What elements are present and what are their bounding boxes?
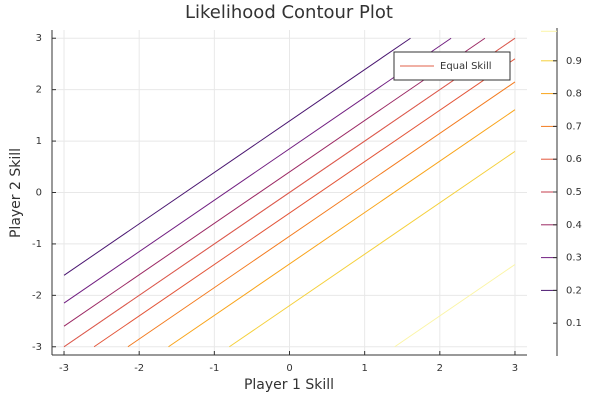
y-tick-label: 1: [36, 136, 42, 147]
colorbar-tick-label: 0.5: [566, 187, 582, 198]
colorbar-tick-label: 0.4: [566, 220, 582, 231]
contour-line: [63, 37, 486, 327]
y-tick-label: -2: [32, 290, 42, 301]
y-tick-label: 3: [36, 33, 42, 44]
legend-label: Equal Skill: [440, 61, 492, 72]
colorbar-tick-label: 0.8: [566, 89, 582, 100]
contour-line: [229, 150, 516, 348]
y-axis-label: Player 2 Skill: [8, 148, 24, 238]
x-axis-label: Player 1 Skill: [244, 377, 334, 393]
colorbar-tick-label: 0.7: [566, 121, 582, 132]
colorbar-tick-label: 0.9: [566, 56, 582, 67]
x-tick-label: -1: [209, 363, 219, 374]
x-tick-label: 2: [437, 363, 443, 374]
chart-title: Likelihood Contour Plot: [185, 2, 393, 23]
x-tick-label: -2: [134, 363, 144, 374]
x-tick-label: 3: [512, 363, 518, 374]
contour-line: [63, 37, 411, 276]
colorbar-tick-label: 0.1: [566, 318, 582, 329]
x-tick-label: 0: [286, 363, 292, 374]
colorbar-tick-label: 0.2: [566, 285, 582, 296]
contour-line: [127, 81, 516, 348]
contour-line: [93, 58, 516, 348]
series-line: [63, 37, 516, 348]
x-tick-label: 1: [361, 363, 367, 374]
x-tick-label: -3: [59, 363, 69, 374]
y-tick-label: -3: [32, 342, 42, 353]
contour-line: [63, 37, 452, 304]
colorbar-tick-label: 0.6: [566, 154, 582, 165]
y-tick-label: -1: [32, 239, 42, 250]
y-tick-label: 0: [36, 188, 42, 199]
colorbar-tick-label: 0.3: [566, 253, 582, 264]
contour-line: [168, 109, 516, 348]
y-tick-label: 2: [36, 85, 42, 96]
contour-line: [394, 264, 516, 348]
